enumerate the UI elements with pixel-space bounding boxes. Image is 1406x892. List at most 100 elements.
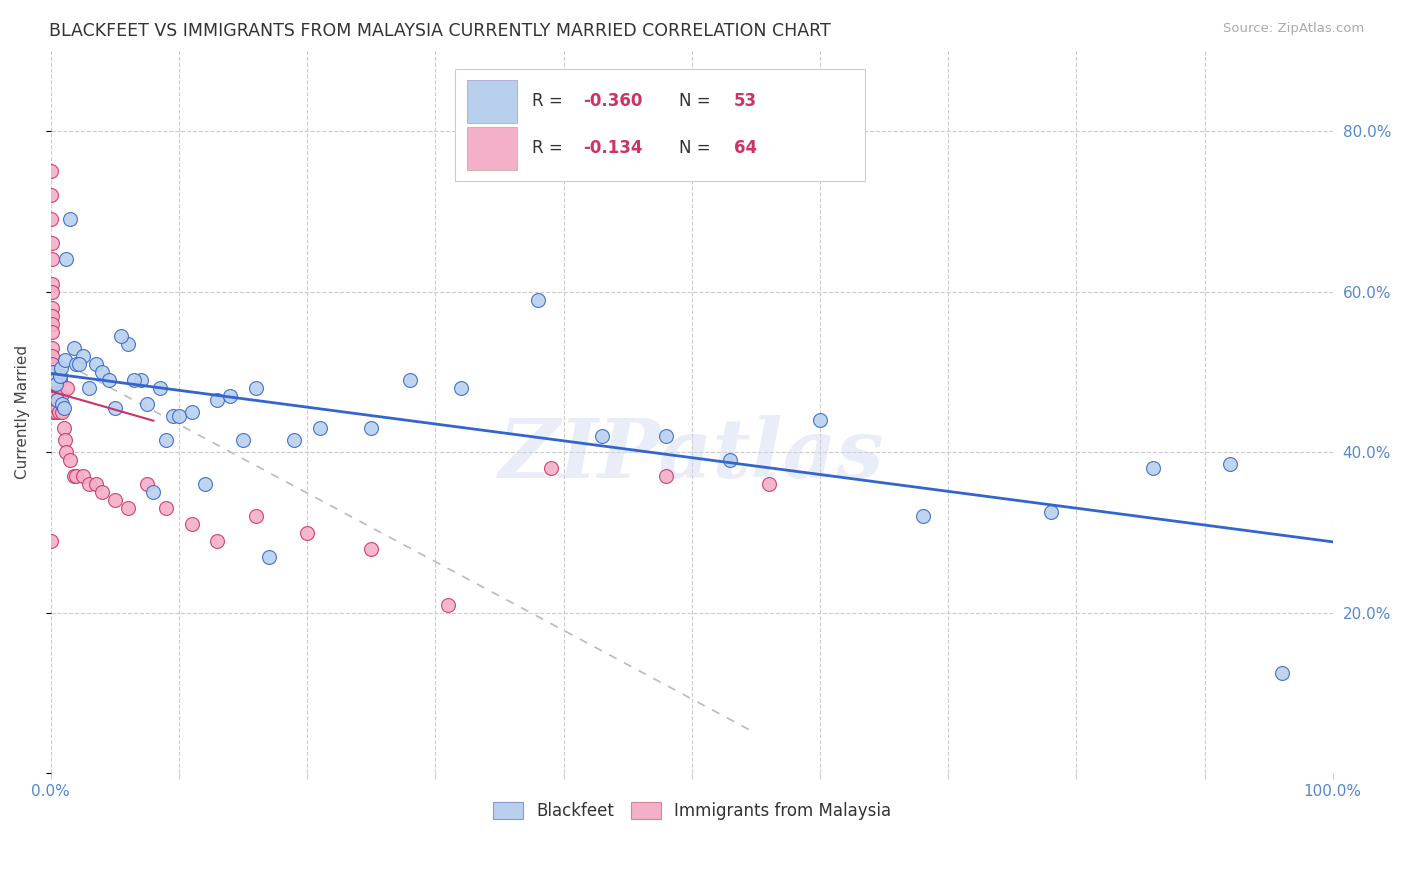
Point: [51, 405, 73, 419]
Point: [1142, 461, 1164, 475]
Point: [41, 252, 63, 267]
Point: [155, 501, 177, 516]
Text: N =: N =: [679, 139, 716, 157]
Point: [437, 598, 460, 612]
Point: [44, 397, 66, 411]
Point: [136, 477, 159, 491]
Point: [41, 368, 63, 383]
Point: [808, 413, 831, 427]
Point: [718, 453, 741, 467]
Point: [91, 485, 114, 500]
Text: R =: R =: [531, 92, 568, 111]
Text: -0.360: -0.360: [583, 92, 643, 111]
Point: [42, 376, 65, 391]
Point: [65, 357, 87, 371]
Point: [42, 401, 65, 415]
Point: [41, 373, 63, 387]
Point: [53, 352, 76, 367]
Point: [180, 405, 202, 419]
Point: [360, 421, 382, 435]
Point: [232, 433, 254, 447]
Point: [46, 397, 69, 411]
Point: [55, 252, 77, 267]
Point: [52, 421, 75, 435]
Point: [41, 309, 63, 323]
Point: [39, 533, 62, 548]
Text: ZIPatlas: ZIPatlas: [499, 416, 884, 495]
Point: [655, 429, 678, 443]
Point: [49, 360, 72, 375]
Point: [110, 328, 132, 343]
Point: [245, 509, 267, 524]
Point: [44, 381, 66, 395]
Point: [591, 429, 613, 443]
Point: [1270, 666, 1292, 681]
Point: [45, 405, 67, 419]
Point: [59, 212, 82, 227]
Point: [309, 421, 332, 435]
Point: [911, 509, 934, 524]
Point: [41, 349, 63, 363]
Point: [136, 397, 159, 411]
Point: [65, 469, 87, 483]
Point: [42, 389, 65, 403]
Point: [44, 401, 66, 415]
Text: 53: 53: [734, 92, 758, 111]
Point: [42, 392, 65, 407]
Point: [56, 381, 79, 395]
Point: [97, 373, 120, 387]
Point: [42, 365, 65, 379]
Text: 64: 64: [734, 139, 758, 157]
Point: [63, 341, 86, 355]
Legend: Blackfeet, Immigrants from Malaysia: Blackfeet, Immigrants from Malaysia: [486, 795, 897, 827]
Point: [44, 389, 66, 403]
FancyBboxPatch shape: [467, 127, 517, 169]
Point: [41, 236, 63, 251]
Point: [84, 477, 107, 491]
Point: [41, 365, 63, 379]
Point: [49, 389, 72, 403]
Point: [48, 405, 70, 419]
Point: [91, 365, 114, 379]
Point: [53, 433, 76, 447]
Point: [79, 381, 101, 395]
Point: [104, 493, 127, 508]
Text: -0.134: -0.134: [583, 139, 643, 157]
Point: [44, 392, 66, 407]
Point: [45, 376, 67, 391]
Point: [63, 469, 86, 483]
Point: [149, 381, 172, 395]
Point: [117, 336, 139, 351]
Point: [39, 188, 62, 202]
Text: N =: N =: [679, 92, 716, 111]
Point: [46, 401, 69, 415]
Point: [122, 373, 145, 387]
Point: [167, 409, 190, 423]
Y-axis label: Currently Married: Currently Married: [15, 345, 30, 479]
Point: [44, 373, 66, 387]
Point: [39, 212, 62, 227]
Point: [758, 477, 780, 491]
Point: [79, 477, 101, 491]
Text: BLACKFEET VS IMMIGRANTS FROM MALAYSIA CURRENTLY MARRIED CORRELATION CHART: BLACKFEET VS IMMIGRANTS FROM MALAYSIA CU…: [49, 22, 831, 40]
Point: [257, 549, 280, 564]
Point: [42, 405, 65, 419]
FancyBboxPatch shape: [454, 69, 865, 181]
Point: [1039, 505, 1062, 519]
Point: [39, 164, 62, 178]
Point: [180, 517, 202, 532]
Point: [450, 381, 472, 395]
Point: [360, 541, 382, 556]
Point: [207, 392, 229, 407]
Point: [41, 341, 63, 355]
Point: [41, 317, 63, 331]
Point: [1219, 457, 1241, 471]
Point: [49, 373, 72, 387]
Point: [42, 381, 65, 395]
Point: [155, 433, 177, 447]
Point: [55, 445, 77, 459]
Point: [41, 285, 63, 299]
Point: [117, 501, 139, 516]
Point: [219, 389, 242, 403]
Point: [42, 397, 65, 411]
